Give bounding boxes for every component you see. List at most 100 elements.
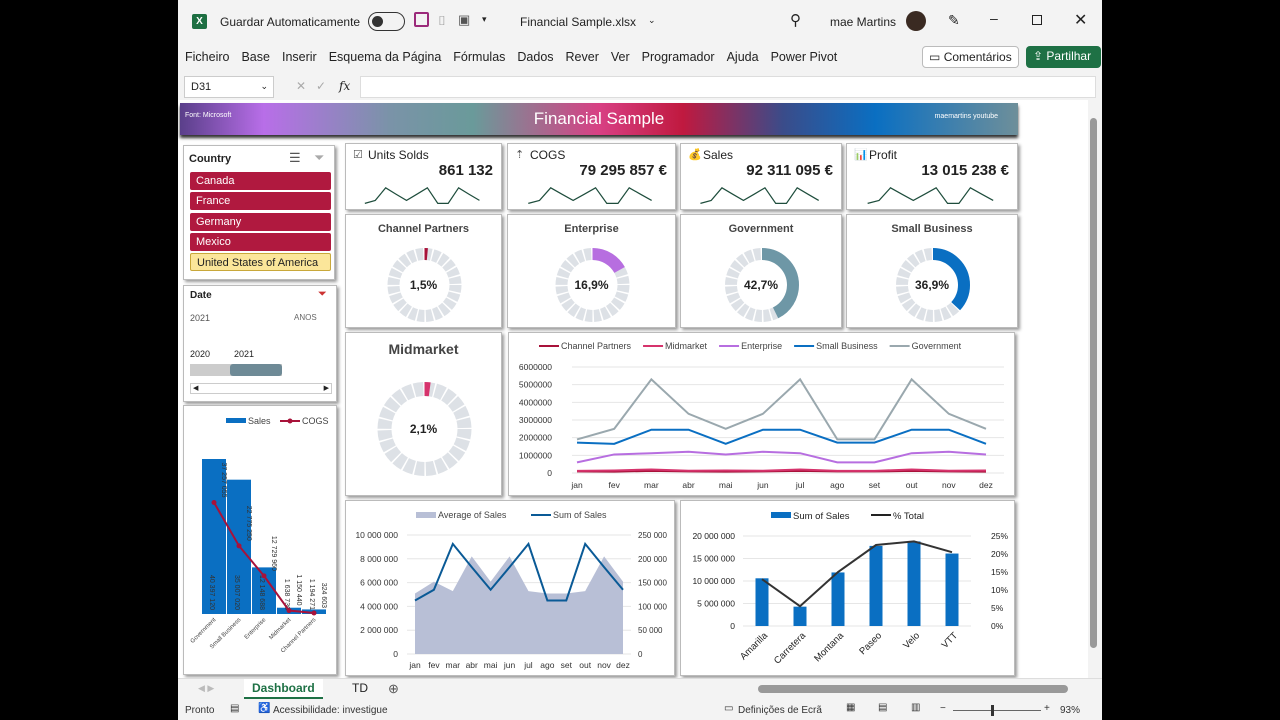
kpi-value: 13 015 238 €: [921, 162, 1009, 179]
chevron-down-icon[interactable]: ⌄: [648, 15, 656, 25]
share-button[interactable]: ⇪ Partilhar: [1026, 46, 1101, 68]
menu-programador[interactable]: Programador: [641, 50, 715, 64]
avatar[interactable]: [906, 11, 926, 31]
legend-label: % Total: [893, 511, 924, 522]
y-tick-label: 15 000 000: [692, 554, 735, 564]
scroll-right-icon[interactable]: ▶: [323, 385, 329, 392]
menu-ver[interactable]: Ver: [610, 50, 630, 64]
page-break-icon[interactable]: ▥: [911, 702, 921, 713]
x-tick-label: jun: [756, 480, 769, 490]
slicer-item[interactable]: Canada: [190, 172, 331, 190]
kpi-sparkline: [528, 187, 652, 204]
page-layout-icon[interactable]: ▤: [878, 702, 888, 713]
excel-window: X Guardar Automaticamente ⌷ ▣ ▾ Financia…: [178, 0, 1102, 720]
data-label: 1 638 730: [283, 579, 290, 610]
minimize-button[interactable]: –: [990, 10, 998, 26]
dashboard-header: Font: Microsoft Financial Sample maemart…: [180, 103, 1018, 135]
pen-icon[interactable]: ✎: [948, 12, 960, 28]
name-box[interactable]: D31 ⌄: [184, 76, 274, 98]
timeline-range: 2021: [190, 313, 211, 323]
sparkline: [364, 187, 480, 204]
vertical-scrollbar[interactable]: [1088, 100, 1100, 678]
clear-filter-icon[interactable]: ⏷: [314, 150, 325, 165]
horizontal-scrollbar[interactable]: [748, 685, 1078, 693]
save-icon[interactable]: [414, 12, 429, 27]
timeline-selection[interactable]: [230, 364, 282, 376]
cancel-icon[interactable]: ✕: [296, 79, 307, 93]
x-tick-label: set: [869, 480, 881, 490]
timeline-scrollbar[interactable]: ◀ ▶: [190, 383, 332, 394]
slicer-item[interactable]: Germany: [190, 212, 331, 231]
zoom-slider[interactable]: [953, 705, 1041, 716]
enter-icon[interactable]: ✓: [316, 79, 327, 93]
tab-prev-icon[interactable]: ◀ ▶: [198, 683, 215, 693]
menu-ajuda[interactable]: Ajuda: [726, 50, 759, 64]
timeline-level-dropdown[interactable]: ANOS: [294, 313, 317, 322]
slicer-item[interactable]: France: [190, 192, 331, 211]
kpi-card: 💰 Sales 92 311 095 €: [680, 143, 842, 210]
formula-input[interactable]: [360, 76, 1096, 98]
share-icon: ⇪: [1033, 49, 1044, 63]
scroll-left-icon[interactable]: ◀: [193, 385, 199, 392]
menu-dados[interactable]: Dados: [517, 50, 554, 64]
form-icon[interactable]: ▣: [458, 12, 471, 27]
zoom-in-icon[interactable]: +: [1044, 703, 1050, 714]
comment-icon: ▭: [929, 50, 941, 64]
donut-title: Midmarket: [388, 341, 459, 357]
display-settings-icon[interactable]: ▭: [724, 703, 734, 714]
normal-view-icon[interactable]: ▦: [846, 702, 856, 713]
close-button[interactable]: ✕: [1074, 12, 1088, 29]
tab-td[interactable]: TD: [352, 681, 368, 695]
sparkline: [528, 187, 652, 204]
zoom-level[interactable]: 93%: [1060, 705, 1081, 716]
menu-rever[interactable]: Rever: [565, 50, 599, 64]
maximize-button[interactable]: [1032, 15, 1042, 25]
cogs-marker: [211, 499, 217, 505]
clear-filter-icon[interactable]: ⏷: [318, 288, 327, 300]
cogs-marker: [286, 608, 292, 614]
comments-button[interactable]: ▭ Comentários: [922, 46, 1019, 68]
macro-icon[interactable]: ▤: [230, 703, 240, 714]
bar: [945, 553, 959, 626]
kpi-sparkline: [867, 187, 994, 204]
excel-logo-icon: X: [192, 14, 207, 29]
donut-track: [555, 248, 630, 322]
search-icon[interactable]: ⚲: [790, 12, 801, 29]
display-settings[interactable]: Definições de Ecrã: [738, 705, 822, 716]
slicer-item[interactable]: United States of America: [190, 253, 331, 272]
zoom-out-icon[interactable]: −: [940, 703, 946, 714]
x-tick-label: fev: [428, 660, 440, 670]
x-tick-label: dez: [616, 660, 630, 670]
menu-f-rmulas[interactable]: Fórmulas: [453, 50, 506, 64]
menu-base[interactable]: Base: [241, 50, 270, 64]
y2-tick-label: 5%: [991, 603, 1004, 613]
accessibility-status[interactable]: Acessibilidade: investigue: [273, 705, 388, 716]
sheet-tabs: ◀ ▶ Dashboard TD ⊕: [178, 678, 1102, 700]
segment-line-chart: Channel Partners Midmarket Enterprise Small…: [508, 332, 1015, 496]
customize-dropdown-icon[interactable]: ▾: [482, 14, 487, 24]
autosave-toggle[interactable]: [368, 12, 405, 31]
y-tick-label: 5 000 000: [697, 599, 735, 609]
slicer-item[interactable]: Mexico: [190, 232, 331, 251]
timeline-track[interactable]: [190, 364, 282, 376]
kpi-label: COGS: [530, 148, 566, 162]
x-tick-label: ago: [540, 660, 554, 670]
menu-power-pivot[interactable]: Power Pivot: [770, 50, 838, 64]
menu-ficheiro[interactable]: Ficheiro: [185, 50, 230, 64]
legend-label: Midmarket: [665, 341, 708, 351]
donut-value-arc: [896, 248, 970, 322]
tab-dashboard[interactable]: Dashboard: [244, 679, 323, 699]
function-icon[interactable]: fx: [339, 79, 351, 93]
menu-inserir[interactable]: Inserir: [281, 50, 317, 64]
x-tick-label: set: [561, 660, 573, 670]
menu-esquema-da-p-gina[interactable]: Esquema da Página: [328, 50, 442, 64]
multi-select-icon[interactable]: ☰: [289, 150, 301, 165]
accessibility-icon[interactable]: ♿: [258, 703, 271, 714]
camera-icon[interactable]: ⌷: [438, 13, 446, 28]
add-sheet-icon[interactable]: ⊕: [388, 681, 399, 696]
donut-track: [377, 382, 472, 476]
cogs-marker: [261, 573, 267, 579]
x-tick-label: jul: [523, 660, 533, 670]
legend-swatch: [416, 512, 436, 518]
y-tick-label: 2 000 000: [360, 625, 398, 635]
